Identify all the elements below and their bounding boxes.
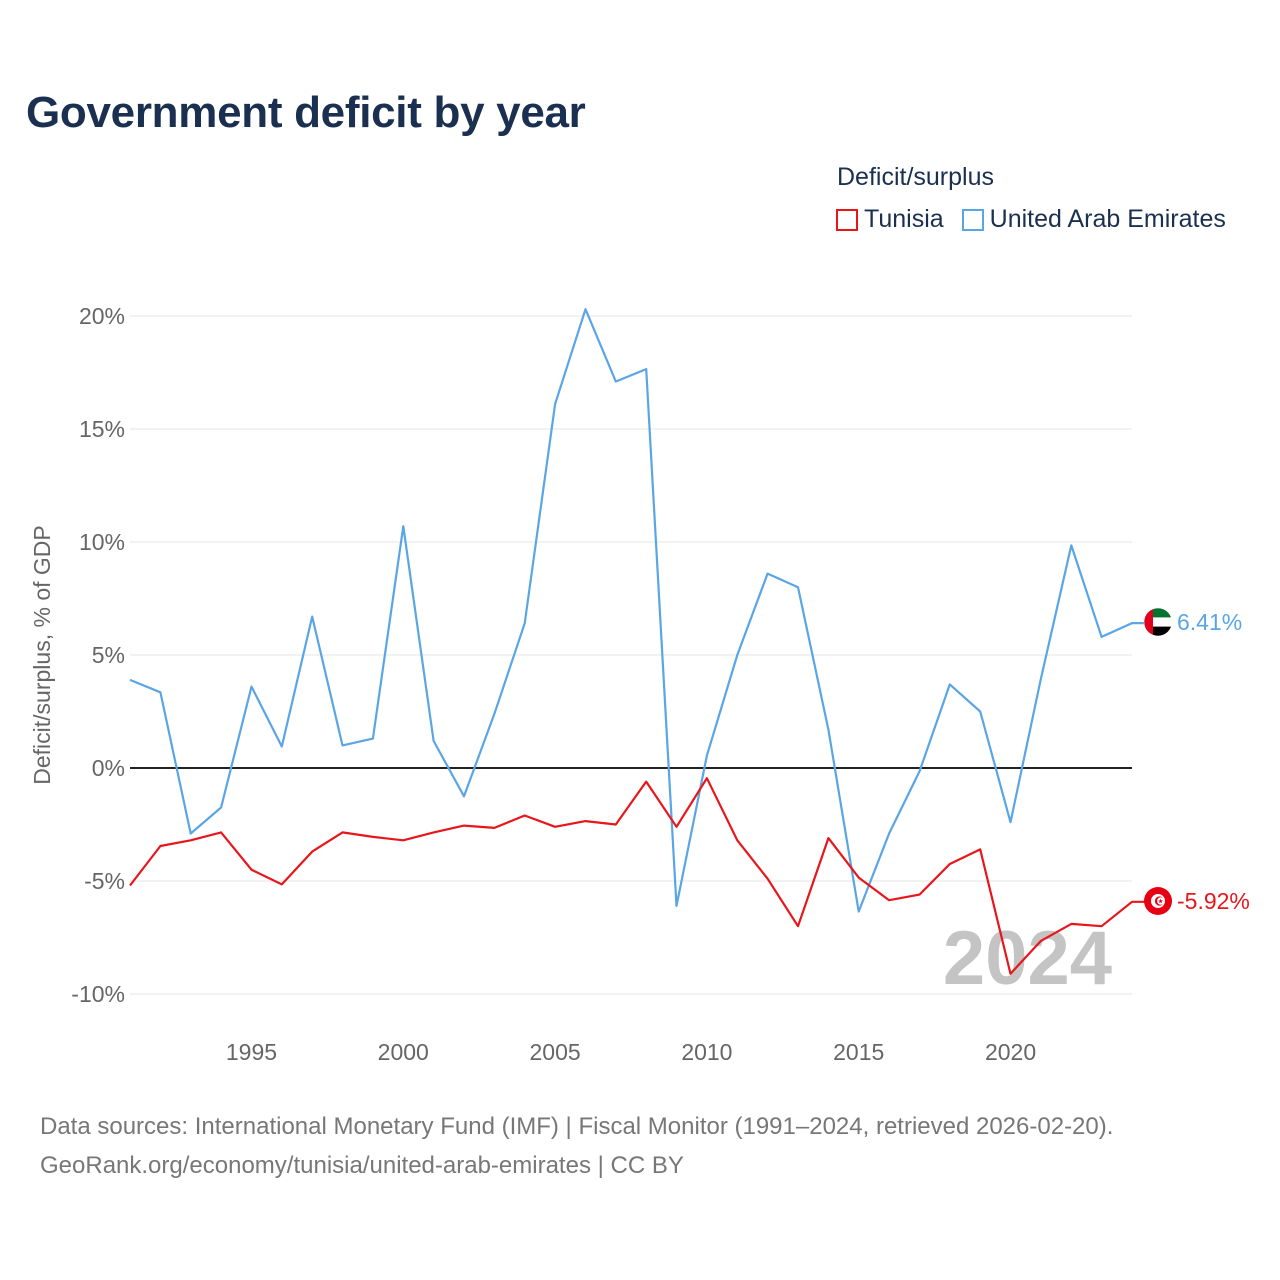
legend-label-tunisia: Tunisia xyxy=(864,205,944,233)
year-watermark: 2024 xyxy=(943,916,1112,1001)
uae-end-label: 6.41% xyxy=(1177,609,1242,635)
y-axis-ticks: -10% -5% 0% 5% 10% 15% 20% xyxy=(71,303,125,1007)
tunisia-end-label: -5.92% xyxy=(1177,888,1250,914)
y-tick-label: -5% xyxy=(84,868,125,894)
legend-item-uae[interactable]: United Arab Emirates xyxy=(961,205,1226,234)
x-tick-label: 2015 xyxy=(833,1039,884,1065)
x-tick-label: 2020 xyxy=(985,1039,1036,1065)
x-tick-label: 2005 xyxy=(530,1039,581,1065)
x-tick-label: 2000 xyxy=(378,1039,429,1065)
legend-label-uae: United Arab Emirates xyxy=(989,205,1226,233)
y-tick-label: 0% xyxy=(92,755,125,781)
legend-swatch-uae xyxy=(961,208,984,231)
x-tick-label: 1995 xyxy=(226,1039,277,1065)
legend: Tunisia United Arab Emirates xyxy=(836,205,1244,234)
series-line-uae[interactable] xyxy=(129,308,1150,913)
x-tick-label: 2010 xyxy=(681,1039,732,1065)
y-axis-title: Deficit/surplus, % of GDP xyxy=(29,525,55,784)
y-tick-label: 20% xyxy=(79,303,125,329)
series-lines xyxy=(129,308,1150,975)
chart-title: Government deficit by year xyxy=(26,88,586,137)
data-sources: Data sources: International Monetary Fun… xyxy=(40,1113,1114,1140)
y-tick-label: -10% xyxy=(71,981,125,1007)
series-line-tunisia[interactable] xyxy=(129,777,1150,975)
attribution-link[interactable]: GeoRank.org/economy/tunisia/united-arab-… xyxy=(40,1152,684,1179)
uae-flag-icon xyxy=(1143,607,1173,637)
x-axis-ticks: 1995 2000 2005 2010 2015 2020 xyxy=(226,1039,1036,1065)
y-tick-label: 10% xyxy=(79,529,125,555)
footer: Data sources: International Monetary Fun… xyxy=(40,1107,1113,1185)
legend-item-tunisia[interactable]: Tunisia xyxy=(836,205,944,234)
end-markers: 6.41% -5.92% xyxy=(1143,607,1250,915)
y-tick-label: 15% xyxy=(79,416,125,442)
y-tick-label: 5% xyxy=(92,642,125,668)
tunisia-flag-icon xyxy=(1144,887,1172,915)
legend-swatch-tunisia xyxy=(836,208,858,231)
legend-title: Deficit/surplus xyxy=(837,163,994,191)
gridlines xyxy=(130,315,1132,995)
